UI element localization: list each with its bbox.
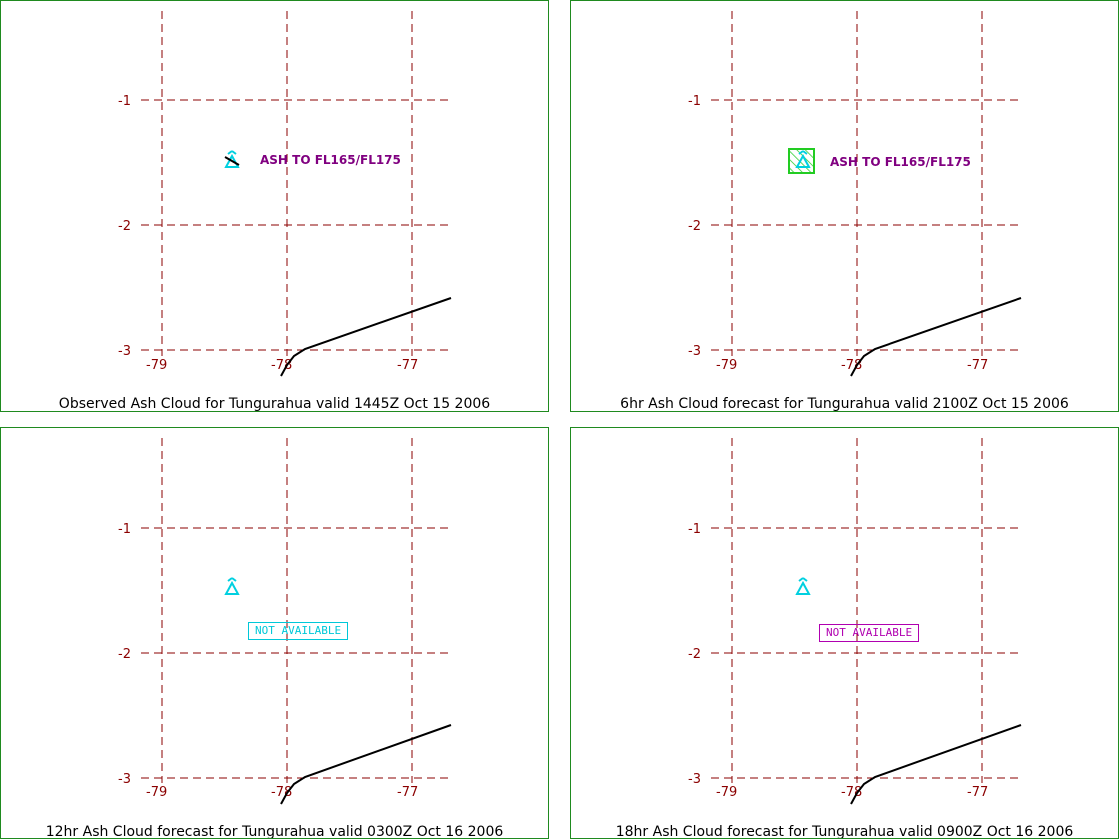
map-svg: -1 -2 -3 -79 -78 -77 ASH TO FL165/FL175 (118, 11, 452, 377)
panel-caption: 18hr Ash Cloud forecast for Tungurahua v… (615, 824, 1074, 839)
lon-tick-78: -78 (271, 358, 292, 373)
panel-caption: 12hr Ash Cloud forecast for Tungurahua v… (45, 824, 504, 839)
map-panel-12hr: -1 -2 -3 -79 -78 -77 NOT AVAILABLE 12hr … (0, 427, 549, 839)
lon-tick-79: -79 (716, 358, 737, 373)
lon-tick-77: -77 (967, 785, 988, 800)
volcano-triangle-icon (795, 577, 811, 595)
map-svg: -1 -2 -3 -79 -78 -77 ASH TO FL165/FL175 (688, 11, 1022, 377)
panel-caption: Observed Ash Cloud for Tungurahua valid … (58, 396, 491, 412)
volcano-triangle-icon (224, 577, 240, 595)
lat-tick-2: -2 (688, 219, 701, 234)
coastline (280, 297, 452, 377)
panel-caption: 6hr Ash Cloud forecast for Tungurahua va… (620, 396, 1069, 412)
lon-tick-78: -78 (841, 785, 862, 800)
status-badge: NOT AVAILABLE (248, 622, 349, 640)
volcano-triangle-icon (224, 150, 240, 168)
lon-tick-79: -79 (146, 785, 167, 800)
ash-annotation: ASH TO FL165/FL175 (830, 155, 971, 169)
map-panel-18hr: -1 -2 -3 -79 -78 -77 NOT AVAILABLE 18hr … (570, 427, 1119, 839)
lat-tick-1: -1 (118, 94, 131, 109)
lat-tick-3: -3 (118, 772, 131, 787)
coastline (280, 724, 452, 805)
lat-tick-2: -2 (118, 647, 131, 662)
map-svg: -1 -2 -3 -79 -78 -77 (118, 438, 452, 805)
lat-tick-2: -2 (688, 647, 701, 662)
lat-tick-3: -3 (688, 344, 701, 359)
map-panel-6hr: -1 -2 -3 -79 -78 -77 ASH TO FL165/FL175 … (570, 0, 1119, 412)
volcano-triangle-icon (795, 150, 811, 168)
lon-tick-77: -77 (967, 358, 988, 373)
ash-cloud-marker (224, 156, 240, 166)
lat-tick-3: -3 (688, 772, 701, 787)
lon-tick-79: -79 (146, 358, 167, 373)
ash-annotation: ASH TO FL165/FL175 (260, 153, 401, 167)
coastline (850, 297, 1022, 377)
coastline (850, 724, 1022, 805)
lat-tick-3: -3 (118, 344, 131, 359)
map-panel-observed: -1 -2 -3 -79 -78 -77 ASH TO FL165/FL175 … (0, 0, 549, 412)
lon-tick-79: -79 (716, 785, 737, 800)
lon-tick-77: -77 (397, 358, 418, 373)
lon-tick-78: -78 (271, 785, 292, 800)
lon-tick-77: -77 (397, 785, 418, 800)
status-badge: NOT AVAILABLE (819, 624, 920, 642)
lat-tick-1: -1 (118, 522, 131, 537)
map-svg: -1 -2 -3 -79 -78 -77 (688, 438, 1022, 805)
lat-tick-2: -2 (118, 219, 131, 234)
lat-tick-1: -1 (688, 94, 701, 109)
lat-tick-1: -1 (688, 522, 701, 537)
lon-tick-78: -78 (841, 358, 862, 373)
